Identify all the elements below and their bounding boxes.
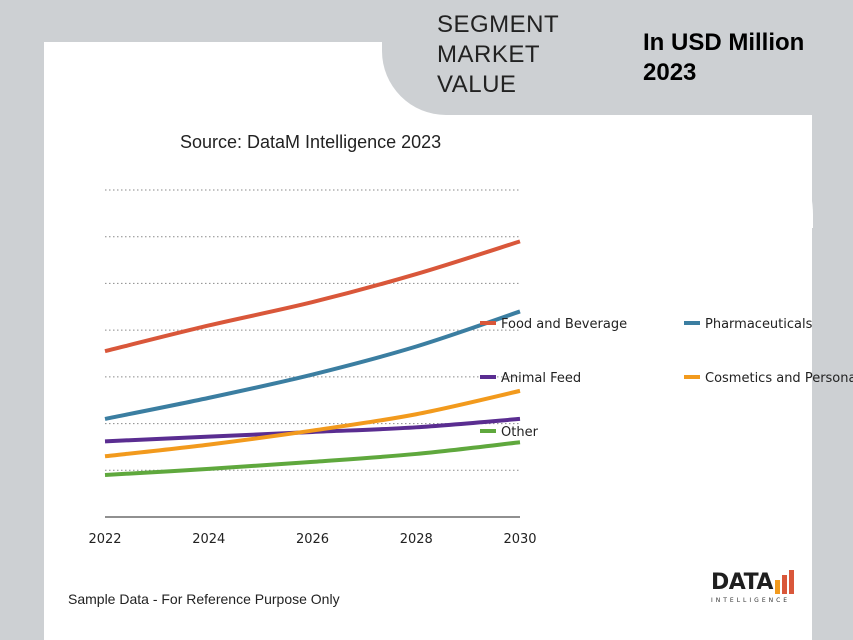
logo-bars-icon	[775, 570, 794, 594]
legend-label: Animal Feed	[501, 371, 581, 386]
x-tick-label: 2030	[503, 532, 536, 547]
x-tick-label: 2024	[192, 532, 225, 547]
source-label: Source: DataM Intelligence 2023	[180, 132, 442, 152]
legend-label: Pharmaceuticals	[705, 317, 813, 332]
series-line-other	[104, 440, 521, 477]
grid-lines	[105, 189, 520, 471]
logo-tagline: INTELLIGENCE	[711, 597, 791, 604]
x-axis: 2022 2024 2026 2028 2030	[88, 516, 537, 547]
logo-wordmark: DATA	[711, 570, 773, 595]
series-line-food-and-beverage	[104, 239, 521, 354]
series-line-cosmetics-and-personal-care	[104, 388, 521, 459]
unit-title: In USD Million 2023	[643, 29, 805, 86]
x-tick-label: 2028	[400, 532, 433, 547]
x-tick-label: 2026	[296, 532, 329, 547]
series-lines	[104, 239, 521, 477]
segment-title: SEGMENT MARKET VALUE	[437, 11, 559, 98]
legend: Food and Beverage Pharmaceuticals Animal F…	[480, 317, 853, 440]
series-line-pharmaceuticals	[104, 309, 521, 421]
footnote: Sample Data - For Reference Purpose Only	[68, 591, 340, 607]
legend-label: Cosmetics and Personal Care	[705, 371, 853, 386]
header-tab	[382, 0, 853, 115]
x-tick-label: 2022	[88, 532, 121, 547]
legend-label: Other	[501, 425, 539, 440]
legend-label: Food and Beverage	[501, 317, 627, 332]
datam-logo: DATA INTELLIGENCE	[711, 566, 803, 610]
